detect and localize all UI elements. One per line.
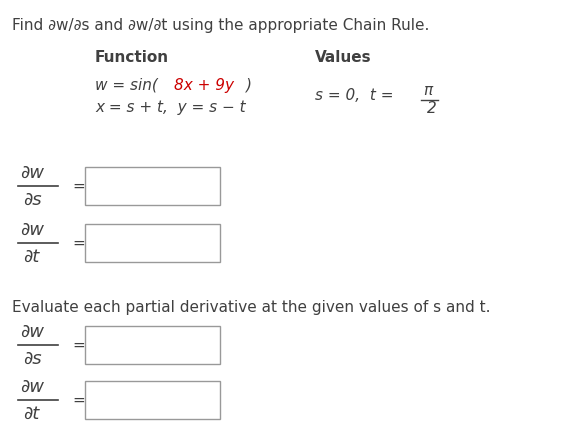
Text: =: =: [72, 392, 85, 408]
Text: Evaluate each partial derivative at the given values of s and t.: Evaluate each partial derivative at the …: [12, 300, 491, 315]
Text: =: =: [72, 178, 85, 194]
Text: ): ): [246, 78, 252, 93]
Text: =: =: [72, 235, 85, 251]
Text: ∂w: ∂w: [20, 164, 44, 182]
Text: 2: 2: [427, 101, 437, 116]
Text: s = 0,  t =: s = 0, t =: [315, 88, 399, 103]
Text: ∂s: ∂s: [23, 350, 41, 368]
Text: π: π: [423, 83, 432, 98]
Text: ∂w: ∂w: [20, 378, 44, 396]
Text: ∂t: ∂t: [23, 248, 39, 266]
Text: ∂t: ∂t: [23, 405, 39, 423]
Text: =: =: [72, 337, 85, 352]
Text: Function: Function: [95, 50, 169, 65]
Text: x = s + t,  y = s − t: x = s + t, y = s − t: [95, 100, 245, 115]
Text: ∂w: ∂w: [20, 221, 44, 239]
Text: Find ∂w/∂s and ∂w/∂t using the appropriate Chain Rule.: Find ∂w/∂s and ∂w/∂t using the appropria…: [12, 18, 429, 33]
Text: ∂w: ∂w: [20, 323, 44, 341]
Text: w = sin(: w = sin(: [95, 78, 158, 93]
Text: ∂s: ∂s: [23, 191, 41, 209]
Text: 8x + 9y: 8x + 9y: [174, 78, 234, 93]
Text: Values: Values: [315, 50, 372, 65]
